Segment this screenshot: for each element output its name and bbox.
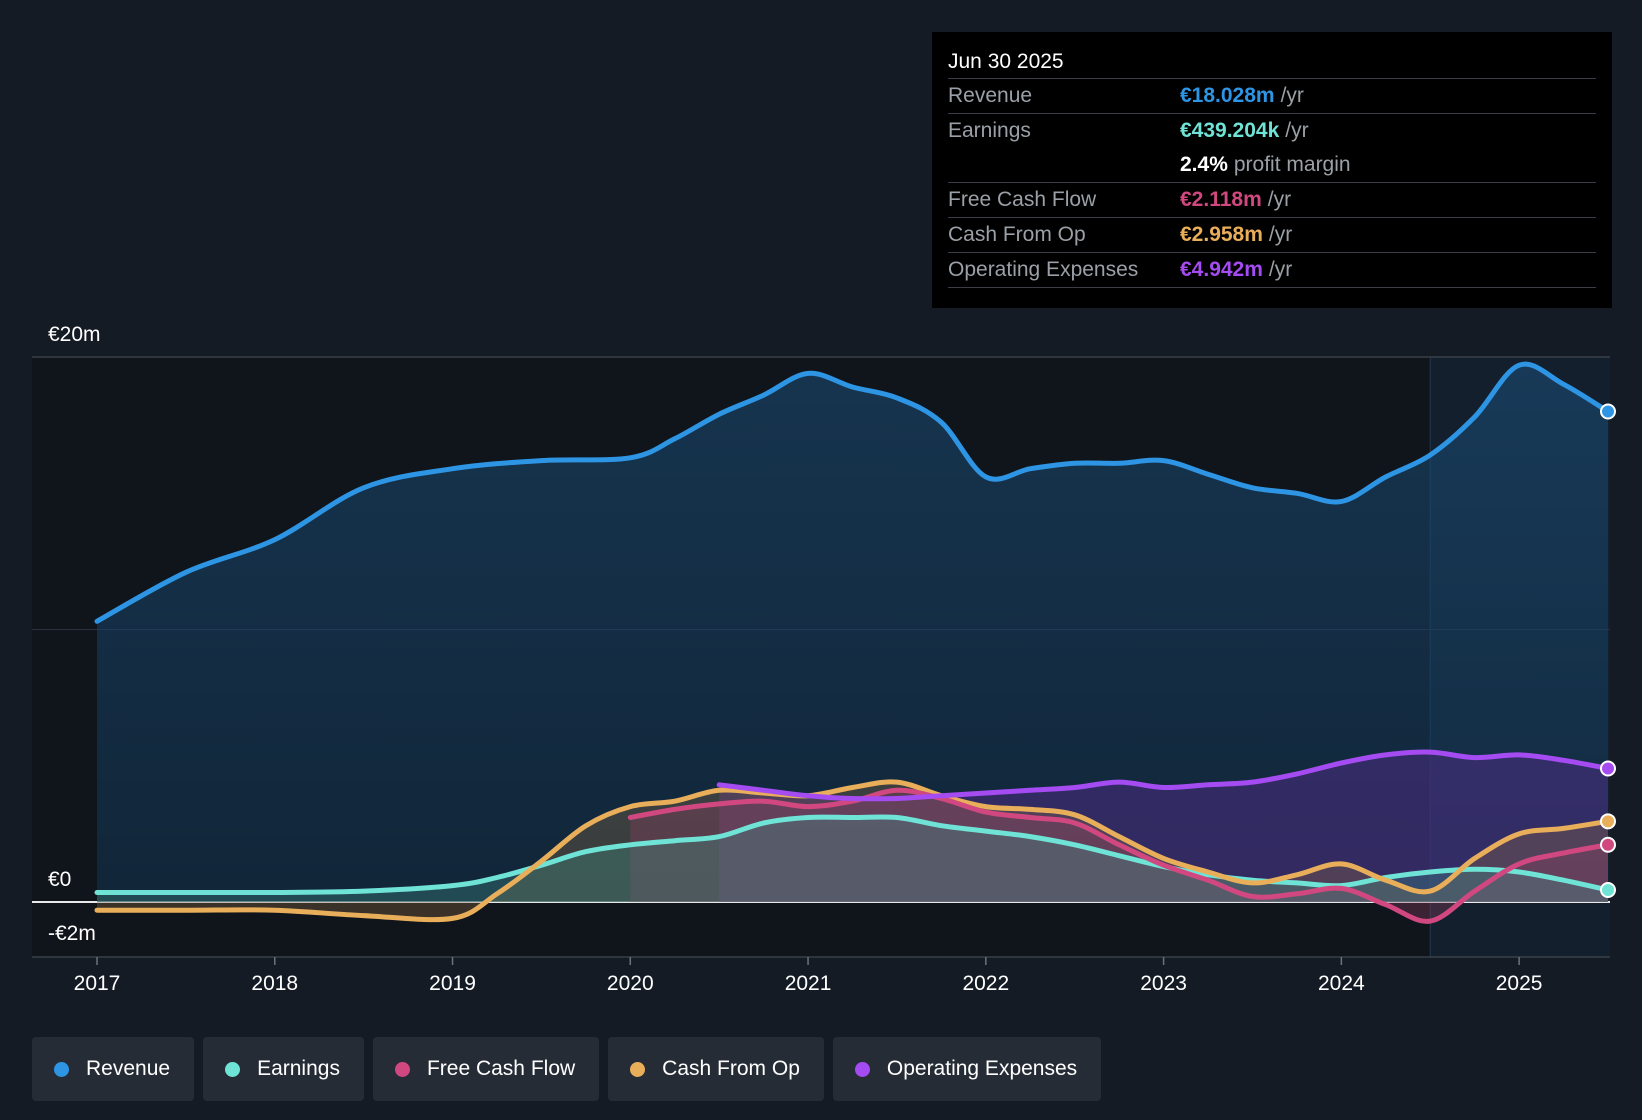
legend-item-earnings[interactable]: Earnings	[203, 1037, 364, 1101]
tooltip-row-cfo: Cash From Op €2.958m /yr	[948, 218, 1596, 253]
series-lines	[94, 361, 1611, 924]
x-tick-label: 2025	[1496, 972, 1543, 995]
x-tick-label: 2023	[1140, 972, 1187, 995]
legend-dot-icon	[854, 1061, 870, 1077]
x-tick-label: 2018	[251, 972, 298, 995]
end-marker-earnings[interactable]	[1600, 882, 1616, 899]
tooltip-value: €18.028m	[1180, 84, 1275, 107]
end-marker-opex[interactable]	[1600, 760, 1616, 777]
tooltip-value: €2.118m	[1180, 188, 1262, 211]
tooltip-unit: /yr	[1268, 258, 1293, 281]
legend-label: Operating Expenses	[886, 1057, 1078, 1080]
legend-label: Free Cash Flow	[426, 1057, 576, 1080]
series-areas	[97, 364, 1608, 922]
legend-label: Cash From Op	[662, 1057, 800, 1080]
tooltip-unit: /yr	[1280, 84, 1304, 107]
tooltip-row-margin: 2.4% profit margin	[948, 148, 1596, 183]
end-marker-revenue[interactable]	[1600, 403, 1616, 420]
tooltip-unit: /yr	[1285, 119, 1309, 142]
x-tick-label: 2017	[74, 972, 121, 995]
legend-dot-icon	[394, 1061, 410, 1077]
tooltip-label: Revenue	[948, 84, 1033, 107]
tooltip: Jun 30 2025 Revenue €18.028m /yr Earning…	[932, 32, 1612, 308]
legend-item-opex[interactable]: Operating Expenses	[832, 1037, 1102, 1101]
end-marker-fcf[interactable]	[1600, 836, 1616, 853]
tooltip-value: €439.204k	[1180, 119, 1280, 142]
tooltip-date: Jun 30 2025	[948, 46, 1596, 79]
line-revenue	[94, 361, 1611, 624]
tooltip-row-fcf: Free Cash Flow €2.118m /yr	[948, 183, 1596, 218]
x-tick-label: 2019	[429, 972, 476, 995]
legend-item-cfo[interactable]: Cash From Op	[608, 1037, 824, 1101]
end-markers	[1600, 403, 1616, 899]
tooltip-row-earnings: Earnings €439.204k /yr	[948, 114, 1596, 148]
line-opex	[716, 749, 1611, 802]
legend: Revenue Earnings Free Cash Flow Cash Fro…	[32, 1037, 1102, 1101]
tooltip-margin-text: profit margin	[1233, 153, 1351, 176]
legend-label: Revenue	[86, 1057, 171, 1080]
area-revenue	[97, 364, 1608, 903]
y-tick-label: €20m	[48, 323, 101, 346]
y-tick-label: -€2m	[48, 922, 96, 945]
x-tick-label: 2022	[962, 972, 1009, 995]
axis-labels: €20m €0 -€2m 2017 2018 2019 2020 2021 2022 2023 20…	[48, 323, 1542, 995]
end-marker-cfo[interactable]	[1600, 813, 1616, 830]
legend-label: Earnings	[257, 1057, 340, 1080]
tooltip-label: Earnings	[948, 119, 1031, 142]
chart: €20m €0 -€2m 2017 2018 2019 2020 2021 2022 2023 20…	[32, 323, 1616, 995]
area-opex	[719, 752, 1608, 902]
legend-item-fcf[interactable]: Free Cash Flow	[372, 1037, 600, 1101]
y-tick-label: €0	[48, 868, 71, 891]
tooltip-label: Free Cash Flow	[948, 188, 1097, 211]
tooltip-row-revenue: Revenue €18.028m /yr	[948, 79, 1596, 114]
tooltip-label: Operating Expenses	[948, 258, 1139, 281]
tooltip-margin-pct: 2.4%	[1180, 153, 1228, 176]
line-fcf	[627, 787, 1611, 924]
x-tick-label: 2024	[1318, 972, 1365, 995]
line-cfo	[94, 779, 1611, 923]
tooltip-label: Cash From Op	[948, 223, 1086, 246]
legend-item-revenue[interactable]: Revenue	[32, 1037, 195, 1101]
x-tick-label: 2021	[785, 972, 832, 995]
legend-dot-icon	[630, 1061, 646, 1077]
tooltip-value: €4.942m	[1180, 258, 1263, 281]
legend-dot-icon	[54, 1061, 69, 1077]
tooltip-unit: /yr	[1267, 188, 1292, 211]
tooltip-value: €2.958m	[1180, 223, 1263, 246]
legend-dot-icon	[225, 1061, 241, 1077]
tooltip-unit: /yr	[1268, 223, 1293, 246]
area-cfo	[97, 781, 1608, 920]
tooltip-label-spacer	[948, 148, 1180, 182]
x-tick-label: 2020	[607, 972, 654, 995]
tooltip-row-opex: Operating Expenses €4.942m /yr	[948, 253, 1596, 288]
